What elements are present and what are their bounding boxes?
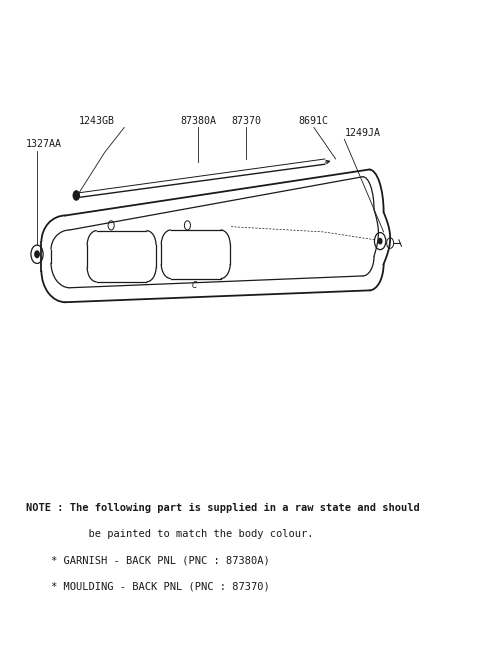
Text: 1327AA: 1327AA (25, 139, 61, 149)
Circle shape (73, 191, 79, 200)
Text: 1249JA: 1249JA (344, 128, 380, 138)
Text: 87370: 87370 (231, 116, 261, 126)
Text: NOTE : The following part is supplied in a raw state and should: NOTE : The following part is supplied in… (26, 503, 420, 512)
Text: 8691C: 8691C (299, 116, 329, 126)
Text: 1243GB: 1243GB (79, 116, 115, 126)
Text: 87380A: 87380A (180, 116, 216, 126)
Text: C: C (192, 281, 197, 290)
Text: be painted to match the body colour.: be painted to match the body colour. (26, 529, 313, 539)
Circle shape (35, 251, 39, 258)
Circle shape (378, 238, 382, 244)
Text: * MOULDING - BACK PNL (PNC : 87370): * MOULDING - BACK PNL (PNC : 87370) (26, 581, 270, 591)
Text: * GARNISH - BACK PNL (PNC : 87380A): * GARNISH - BACK PNL (PNC : 87380A) (26, 555, 270, 565)
